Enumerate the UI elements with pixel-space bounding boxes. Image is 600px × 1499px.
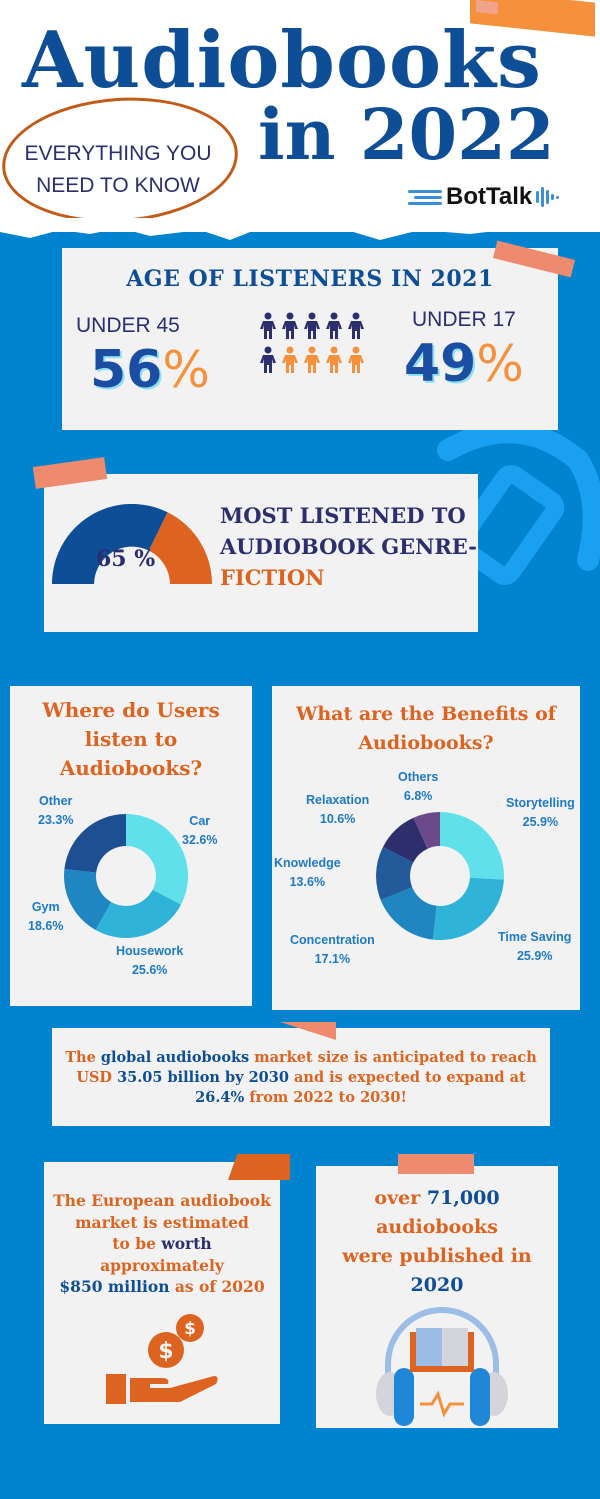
- benefits-label-time-saving: Time Saving 25.9%: [498, 930, 572, 963]
- age-title: AGE OF LISTENERS IN 2021: [126, 266, 494, 292]
- under-45-label: UNDER 45: [76, 314, 180, 337]
- hand-coins-icon: $ $: [106, 1314, 218, 1404]
- under-45-value: 56%: [90, 340, 210, 400]
- soundwave-icon: [536, 187, 560, 207]
- where-listen-card: Where do Users listen to Audiobooks? Oth…: [10, 686, 252, 1006]
- tagline: EVERYTHING YOU NEED TO KNOW: [0, 138, 236, 202]
- torn-edge: [0, 218, 600, 240]
- headphone-outline-icon: [437, 421, 600, 585]
- market-size-card: The global audiobooks market size is ant…: [52, 1022, 550, 1126]
- header: Audiobooks in 2022 EVERYTHING YOU NEED T…: [0, 0, 600, 232]
- svg-text:$: $: [158, 1339, 173, 1364]
- published-card: over 71,000 audiobooks were published in…: [316, 1154, 558, 1428]
- where-title: Where do Users listen to Audiobooks?: [42, 698, 220, 780]
- published-text: over 71,000 audiobooks were published in…: [342, 1187, 532, 1296]
- benefits-label-knowledge: Knowledge 13.6%: [274, 856, 341, 889]
- bottalk-logo: BotTalk: [408, 183, 560, 211]
- page-subtitle-year: in 2022: [258, 93, 555, 176]
- benefits-title: What are the Benefits of Audiobooks?: [296, 703, 556, 754]
- where-label-gym: Gym 18.6%: [28, 900, 64, 933]
- age-card: AGE OF LISTENERS IN 2021 UNDER 45 56% UN…: [62, 240, 575, 430]
- market-size-text: The global audiobooks market size is ant…: [65, 1049, 537, 1106]
- headphones-book-icon: [376, 1307, 508, 1426]
- svg-text:$: $: [184, 1319, 196, 1339]
- decorative-tape: [228, 1154, 290, 1180]
- gauge-value: 65 %: [96, 546, 156, 572]
- benefits-label-relaxation: Relaxation 10.6%: [306, 793, 370, 826]
- genre-card: 65 % MOST LISTENED TO AUDIOBOOK GENRE- F…: [32, 457, 478, 632]
- where-donut-chart: [64, 814, 188, 938]
- benefits-label-concentration: Concentration 17.1%: [290, 933, 375, 966]
- europe-text: The European audiobook market is estimat…: [53, 1191, 271, 1296]
- logo-lines-icon: [408, 189, 442, 205]
- logo-text: BotTalk: [446, 183, 533, 210]
- under-17-label: UNDER 17: [412, 308, 516, 331]
- tagline-line1: EVERYTHING YOU: [24, 142, 212, 165]
- tagline-line2: NEED TO KNOW: [36, 174, 200, 197]
- where-label-car: Car 32.6%: [182, 814, 218, 847]
- people-group-icon: [258, 312, 366, 374]
- under-17-value: 49%: [404, 334, 524, 394]
- decorative-tape: [280, 1022, 336, 1040]
- genre-gauge-chart: [52, 504, 212, 584]
- europe-market-card: The European audiobook market is estimat…: [44, 1154, 290, 1424]
- benefits-donut-chart: [376, 812, 504, 940]
- genre-text: MOST LISTENED TO AUDIOBOOK GENRE- FICTIO…: [220, 503, 477, 590]
- benefits-card: What are the Benefits of Audiobooks? Oth…: [272, 686, 580, 1010]
- where-label-other: Other 23.3%: [38, 794, 74, 827]
- decorative-tape: [398, 1154, 474, 1174]
- page-title: Audiobooks: [22, 15, 542, 106]
- benefits-label-others: Others 6.8%: [398, 770, 439, 803]
- decorative-tape: [32, 457, 108, 489]
- where-label-housework: Housework 25.6%: [116, 944, 184, 977]
- benefits-label-storytelling: Storytelling 25.9%: [506, 796, 575, 829]
